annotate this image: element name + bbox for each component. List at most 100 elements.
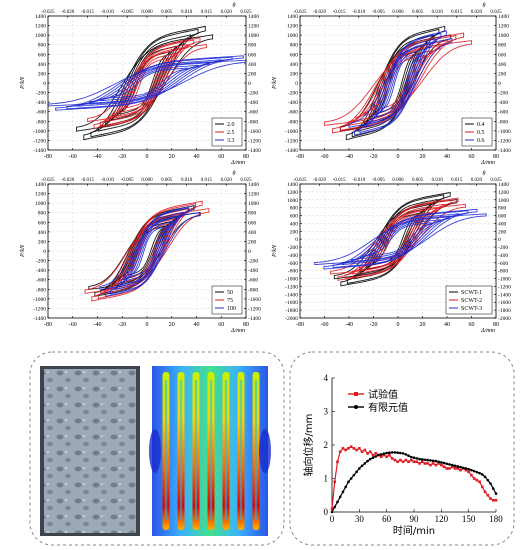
data-point bbox=[330, 510, 334, 514]
fem-stripe-core bbox=[179, 380, 183, 520]
y-tick-label-right: -1000 bbox=[248, 129, 261, 135]
y-tick-label-right: 800 bbox=[248, 43, 257, 49]
legend-label: 0.6 bbox=[477, 138, 485, 144]
specimen-photo bbox=[40, 366, 140, 536]
x-tick-label: -80 bbox=[296, 322, 304, 328]
data-point bbox=[368, 450, 372, 453]
y-tick-label-right: -600 bbox=[498, 110, 508, 116]
y-tick-label-right: -1000 bbox=[498, 129, 511, 135]
series-2.5-loop bbox=[87, 43, 207, 123]
y-tick-label-right: 200 bbox=[248, 71, 257, 77]
x-tick-label: -60 bbox=[321, 154, 329, 160]
series-0.6-loop bbox=[376, 48, 425, 118]
y-tick-label-right: -1200 bbox=[498, 284, 511, 290]
data-point bbox=[401, 460, 405, 464]
y-tick-label-right: -200 bbox=[248, 91, 258, 97]
x-tick-label: 0 bbox=[146, 322, 149, 328]
y-tick-label: -1200 bbox=[285, 284, 298, 290]
data-point bbox=[352, 447, 356, 450]
data-point bbox=[363, 448, 367, 452]
data-point bbox=[442, 461, 446, 465]
y-tick-label-right: -1400 bbox=[248, 148, 261, 154]
data-point bbox=[440, 461, 443, 464]
top-tick-label: 0.015 bbox=[201, 10, 213, 15]
y-tick-label: -400 bbox=[36, 268, 46, 274]
top-tick-label: 0.005 bbox=[161, 10, 173, 15]
top-tick-label: 0.015 bbox=[451, 178, 463, 183]
data-point bbox=[429, 459, 432, 462]
data-point bbox=[388, 453, 391, 457]
data-point bbox=[472, 477, 476, 480]
y-tick-label: -1400 bbox=[285, 292, 298, 298]
data-point bbox=[409, 455, 413, 459]
data-point bbox=[330, 507, 334, 510]
data-point bbox=[399, 451, 402, 455]
legend-box bbox=[445, 285, 493, 315]
y-tick-label: -1000 bbox=[33, 297, 46, 303]
y-axis-label: P/kN bbox=[272, 244, 278, 258]
x-tick-label: 80 bbox=[493, 322, 499, 328]
series-0.6-loop bbox=[354, 30, 447, 136]
y-tick-label: 1200 bbox=[287, 24, 298, 30]
top-tick-label: 0.005 bbox=[161, 178, 173, 183]
y-tick-label: -800 bbox=[36, 287, 46, 293]
data-point bbox=[352, 473, 356, 477]
series-0.6-loop bbox=[381, 53, 420, 113]
y-tick-label: 600 bbox=[38, 52, 47, 58]
data-point bbox=[472, 469, 476, 473]
hysteresis-loops bbox=[84, 200, 210, 302]
data-point bbox=[344, 485, 347, 489]
top-tick-label: -0.020 bbox=[313, 178, 326, 183]
y-tick-label-right: 0 bbox=[248, 249, 251, 255]
data-point bbox=[420, 460, 424, 464]
x-tick-label: 40 bbox=[444, 154, 450, 160]
y-tick-label-right: 0 bbox=[248, 81, 251, 87]
top-tick-label: 0.005 bbox=[412, 10, 424, 15]
data-point bbox=[459, 468, 462, 472]
fem-contour-image bbox=[149, 366, 271, 536]
data-point bbox=[393, 451, 397, 454]
series-100-loop bbox=[126, 220, 173, 282]
x-axis-label: 时间/min bbox=[393, 524, 435, 537]
y-tick-label: 800 bbox=[290, 206, 299, 212]
y-tick-label: -1200 bbox=[33, 306, 46, 312]
y-tick-label: 3 bbox=[324, 407, 329, 417]
y-tick-label: -600 bbox=[36, 278, 46, 284]
y-tick-label: -1000 bbox=[285, 129, 298, 135]
top-tick-label: 0.005 bbox=[412, 178, 424, 183]
fem-stripe-core bbox=[209, 380, 213, 520]
y-tick-label: 0 bbox=[43, 81, 46, 87]
data-point bbox=[489, 482, 492, 485]
legend-label: 试验值 bbox=[368, 388, 398, 401]
x-tick-label: 0 bbox=[397, 154, 400, 160]
top-tick-label: 0.025 bbox=[240, 178, 252, 183]
x-tick-label: -80 bbox=[296, 154, 304, 160]
y-tick-label: 200 bbox=[290, 229, 299, 235]
y-tick-label: 1200 bbox=[287, 190, 298, 196]
fem-stripe-core bbox=[224, 380, 228, 520]
data-point bbox=[412, 456, 416, 460]
series-test bbox=[330, 445, 498, 510]
x-tick-label: -40 bbox=[345, 322, 353, 328]
y-tick-label-right: 400 bbox=[498, 62, 507, 68]
y-tick-label-right: 1000 bbox=[248, 201, 259, 207]
top-tick-label: 0.000 bbox=[141, 10, 153, 15]
data-point bbox=[371, 456, 375, 460]
y-tick-label: -400 bbox=[36, 100, 46, 106]
data-point bbox=[366, 459, 369, 463]
y-tick-label-right: 1000 bbox=[498, 33, 509, 39]
data-point bbox=[409, 458, 413, 462]
y-tick-label-right: -600 bbox=[248, 110, 258, 116]
x-tick-label: -60 bbox=[69, 154, 77, 160]
y-tick-label-right: -400 bbox=[248, 100, 258, 106]
y-tick-label: 800 bbox=[290, 43, 299, 49]
hysteresis-panel-bottom-left: -80 -60 -40 -20 0 20 40 60 80Δ/mm-0.025 -0.020 -0.… bbox=[20, 171, 261, 334]
data-point bbox=[399, 458, 402, 462]
top-tick-label: 0.010 bbox=[181, 178, 193, 183]
legend: 50 75 100 bbox=[211, 285, 243, 315]
data-point bbox=[363, 462, 367, 465]
top-axis-label: θ bbox=[483, 171, 486, 177]
series-100-loop bbox=[99, 211, 200, 291]
y-tick-label-right: 1200 bbox=[248, 192, 259, 198]
x-tick-label: -20 bbox=[370, 154, 378, 160]
